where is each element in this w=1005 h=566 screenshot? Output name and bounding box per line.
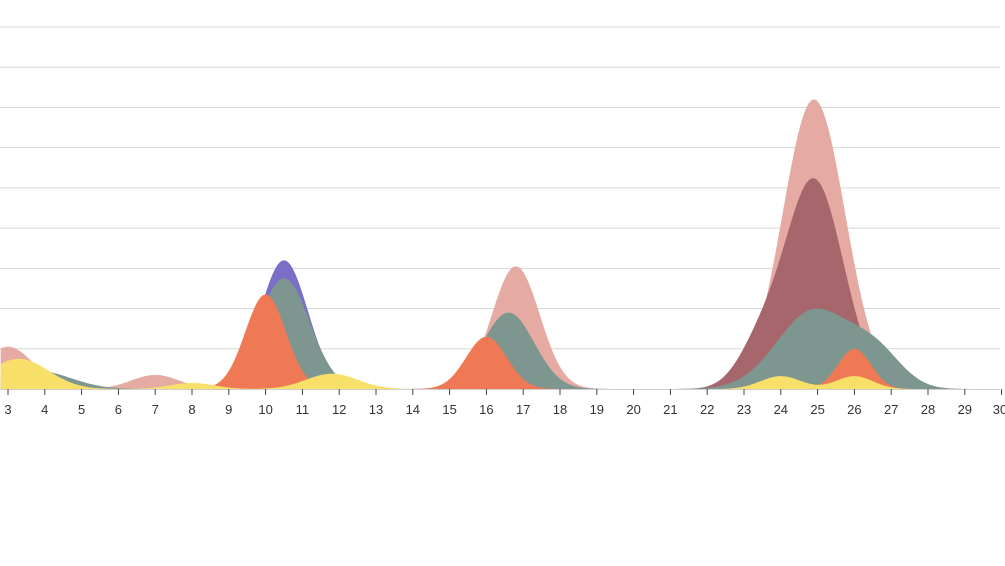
x-tick-label: 29	[958, 402, 972, 417]
x-tick-label: 5	[78, 402, 85, 417]
x-tick-label: 20	[626, 402, 640, 417]
x-tick-label: 10	[258, 402, 272, 417]
x-tick-label: 11	[296, 402, 310, 417]
x-tick-label: 15	[442, 402, 456, 417]
x-tick-label: 21	[663, 402, 677, 417]
x-tick-label: 6	[115, 402, 122, 417]
x-tick-label: 8	[188, 402, 195, 417]
area-series-5	[0, 294, 1002, 389]
x-tick-label: 22	[700, 402, 714, 417]
x-axis: 3 4 5 6 7 8 9 10 11 12 13 14 15 16 17 18 19 20 21 22 23 24 25 2…	[0, 389, 1005, 417]
x-tick-label: 27	[884, 402, 898, 417]
x-tick-label: 13	[369, 402, 383, 417]
x-tick-label: 9	[225, 402, 232, 417]
x-tick-label: 25	[810, 402, 824, 417]
x-tick-label: 12	[332, 402, 346, 417]
x-tick-label: 3	[4, 402, 11, 417]
x-tick-label: 16	[479, 402, 493, 417]
x-tick-label: 18	[553, 402, 567, 417]
x-tick-label: 4	[41, 402, 48, 417]
x-tick-label: 28	[921, 402, 935, 417]
area-series-3	[0, 178, 1002, 389]
x-tick-label: 26	[847, 402, 861, 417]
x-tick-label: 7	[152, 402, 159, 417]
x-tick-label: 23	[737, 402, 751, 417]
x-tick-label: 19	[590, 402, 604, 417]
gridlines	[0, 26, 1000, 350]
x-tick-label: 24	[774, 402, 788, 417]
x-tick-label: 30	[993, 402, 1005, 417]
area-series-group	[0, 99, 1002, 389]
x-tick-label: 17	[516, 402, 530, 417]
x-tick-label: 14	[406, 402, 420, 417]
